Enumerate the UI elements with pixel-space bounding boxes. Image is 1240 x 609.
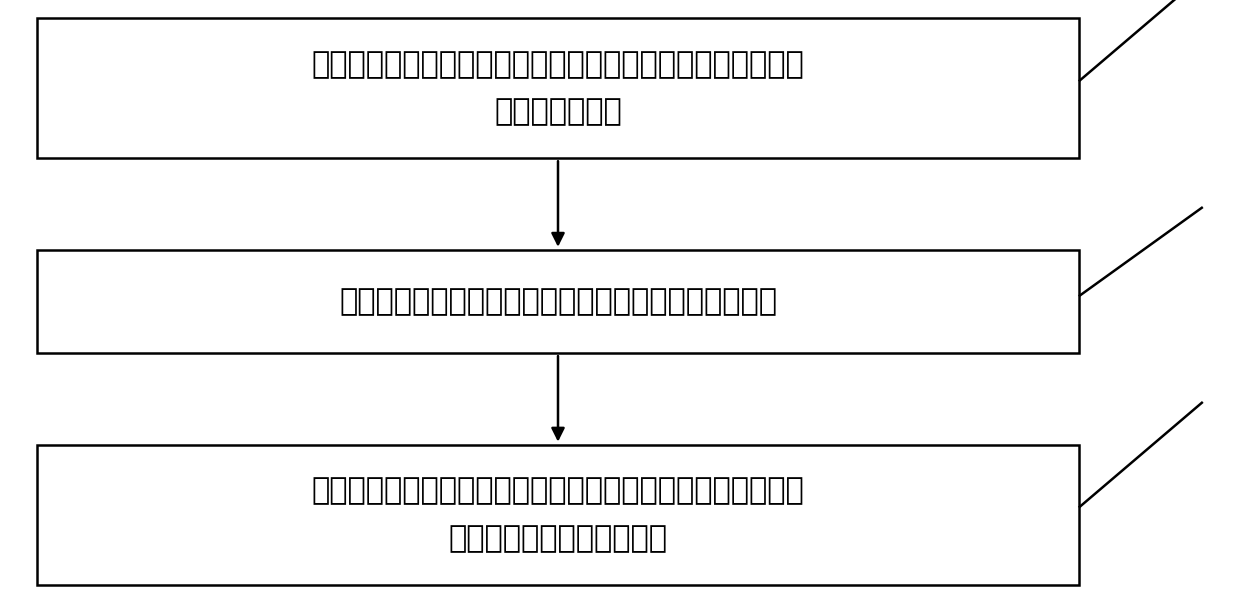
FancyBboxPatch shape [37, 445, 1079, 585]
Text: 设置调度条件，所述调度条件包含定制参数及对应各定制参数
的调度阈值范围: 设置调度条件，所述调度条件包含定制参数及对应各定制参数 的调度阈值范围 [311, 50, 805, 127]
Text: 判断获取的定制参数对应的数据是否满足调度阈值范围，如果
是，则进行数据节点的调度: 判断获取的定制参数对应的数据是否满足调度阈值范围，如果 是，则进行数据节点的调度 [311, 476, 805, 553]
Text: 从虚拟化集群的各数据节点获取与定制参数对应的数据: 从虚拟化集群的各数据节点获取与定制参数对应的数据 [339, 287, 777, 316]
FancyBboxPatch shape [37, 250, 1079, 353]
FancyBboxPatch shape [37, 18, 1079, 158]
